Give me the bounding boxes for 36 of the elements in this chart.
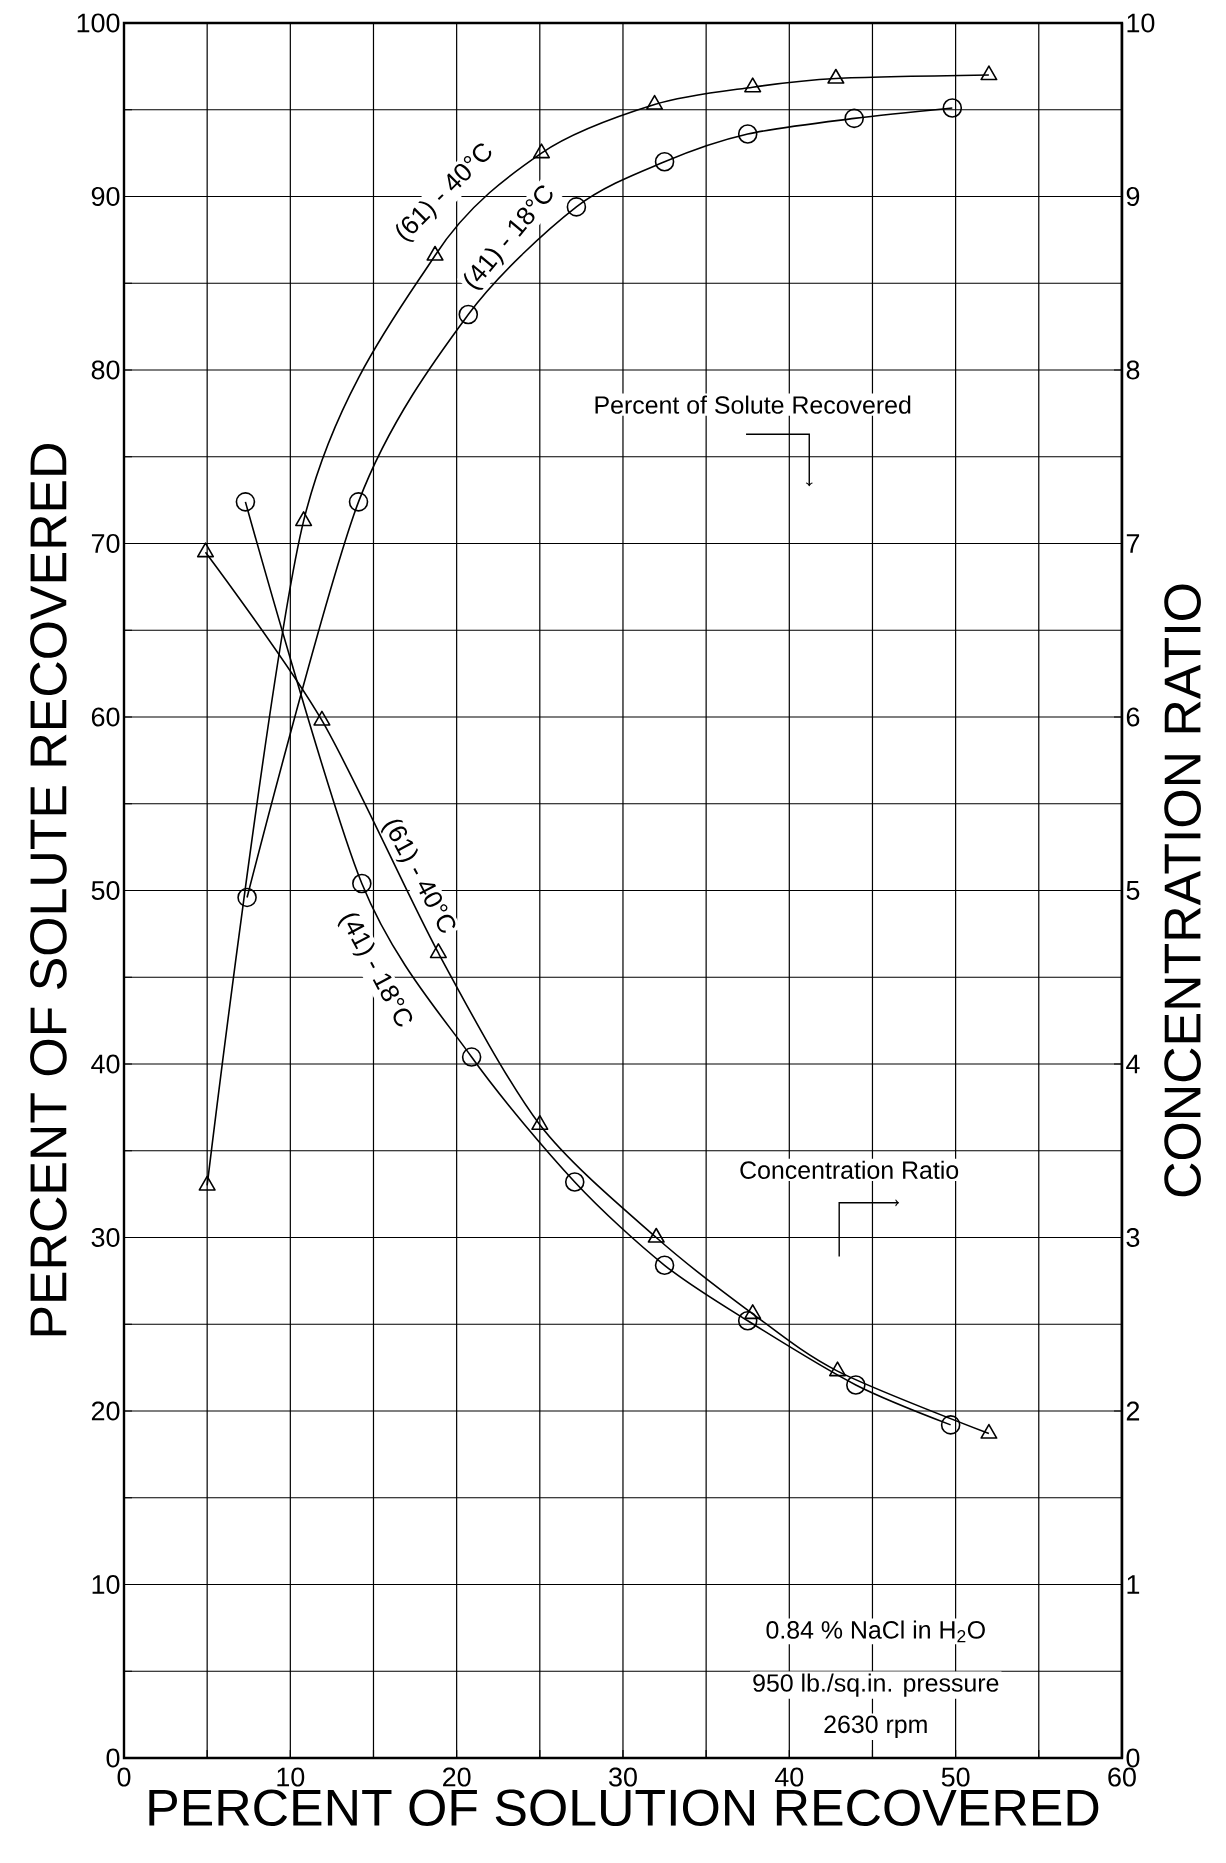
annotation: 950 lb./sq.in. pressure xyxy=(753,1673,999,1697)
y2-tick-label: 10 xyxy=(1127,13,1155,33)
y-tick-label: 70 xyxy=(91,533,120,554)
annotation: Percent of Solute Recovered xyxy=(595,395,911,414)
y-tick-label: 100 xyxy=(77,13,120,33)
y2-tick-label: 7 xyxy=(1126,534,1140,553)
y-tick-label: 80 xyxy=(91,360,120,380)
y-tick-label: 90 xyxy=(91,186,120,207)
y-tick-label: 50 xyxy=(91,880,120,901)
x-tick-label: 20 xyxy=(443,1767,471,1787)
y-tick-label: 20 xyxy=(91,1401,120,1421)
annotation: 2630 rpm xyxy=(824,1715,927,1739)
y-tick-label: 10 xyxy=(92,1574,120,1595)
y2-tick-label: 2 xyxy=(1126,1401,1140,1421)
y2-tick-label: 5 xyxy=(1126,881,1140,900)
y2-tick-label: 9 xyxy=(1126,186,1140,207)
y2-tick-label: 8 xyxy=(1126,360,1140,380)
y2-tick-label: 0 xyxy=(1126,1748,1140,1768)
y-tick-label: 40 xyxy=(91,1054,120,1074)
y2-axis-title: CONCENTRATION RATIO xyxy=(1164,584,1201,1197)
x-tick-label: 30 xyxy=(609,1767,637,1787)
y-tick-label: 0 xyxy=(106,1748,120,1768)
x-axis-title: PERCENT OF SOLUTION RECOVERED xyxy=(149,1789,1099,1827)
x-tick-label: 40 xyxy=(774,1767,804,1787)
y-tick-label: 60 xyxy=(91,707,120,727)
y2-tick-label: 6 xyxy=(1126,707,1140,727)
y-tick-label: 30 xyxy=(91,1227,120,1248)
y2-tick-label: 1 xyxy=(1127,1575,1140,1594)
annotation: 0.84 % NaCl in H$_{2}$O xyxy=(766,1620,985,1643)
x-tick-label: 10 xyxy=(277,1767,305,1787)
y2-tick-label: 4 xyxy=(1126,1054,1140,1074)
y2-tick-label: 3 xyxy=(1126,1227,1140,1248)
x-tick-label: 60 xyxy=(1108,1767,1136,1787)
y-axis-title: PERCENT OF SOLUTE RECOVERED xyxy=(30,443,67,1336)
x-tick-label: 50 xyxy=(941,1767,970,1787)
annotation: Concentration Ratio xyxy=(740,1160,959,1179)
